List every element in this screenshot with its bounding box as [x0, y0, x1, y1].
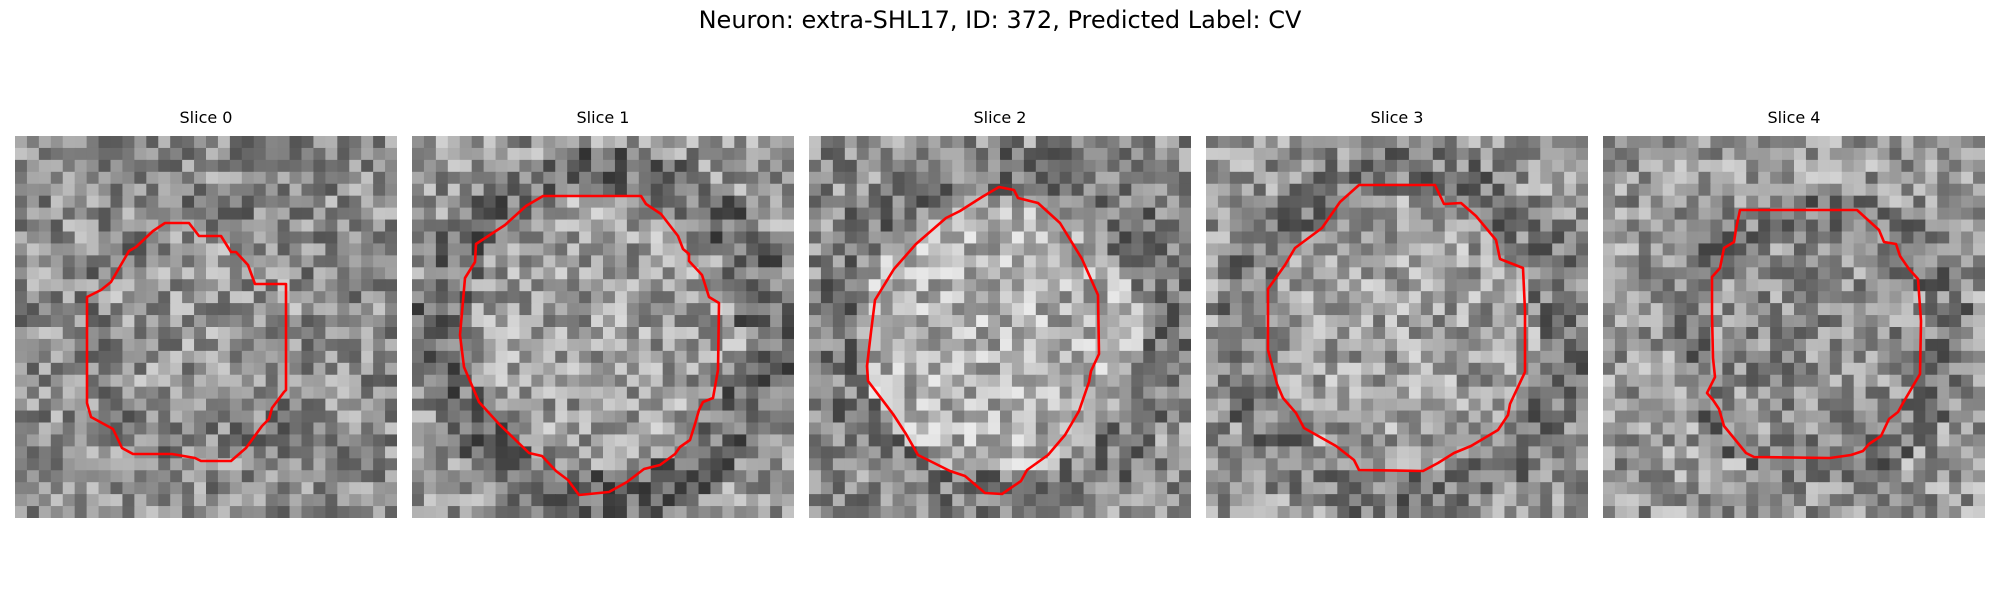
slice-image-2 [809, 136, 1191, 518]
slice-image-0 [15, 136, 397, 518]
roi-contour-0 [85, 221, 288, 463]
slice-title-4: Slice 4 [1767, 108, 1821, 127]
slice-panel-4: Slice 4 [1603, 104, 1985, 518]
grayscale-tile-1 [412, 136, 794, 518]
roi-contour-1 [458, 194, 721, 497]
figure-title: Neuron: extra-SHL17, ID: 372, Predicted … [698, 6, 1302, 34]
slice-image-3 [1206, 136, 1588, 518]
slice-title-3: Slice 3 [1370, 108, 1424, 127]
slice-image-4 [1603, 136, 1985, 518]
slice-title-2: Slice 2 [973, 108, 1027, 127]
grayscale-tile-2 [809, 136, 1191, 518]
roi-contour-3 [1266, 183, 1527, 473]
slice-panel-3: Slice 3 [1206, 104, 1588, 518]
roi-contour-4 [1705, 208, 1923, 460]
slice-title-1: Slice 1 [576, 108, 630, 127]
slice-panel-2: Slice 2 [809, 104, 1191, 518]
roi-contour-2 [865, 185, 1101, 496]
slice-image-1 [412, 136, 794, 518]
slice-panel-0: Slice 0 [15, 104, 397, 518]
grayscale-tile-0 [15, 136, 397, 518]
grayscale-tile-4 [1603, 136, 1985, 518]
slice-title-0: Slice 0 [179, 108, 233, 127]
grayscale-tile-3 [1206, 136, 1588, 518]
slice-panel-1: Slice 1 [412, 104, 794, 518]
